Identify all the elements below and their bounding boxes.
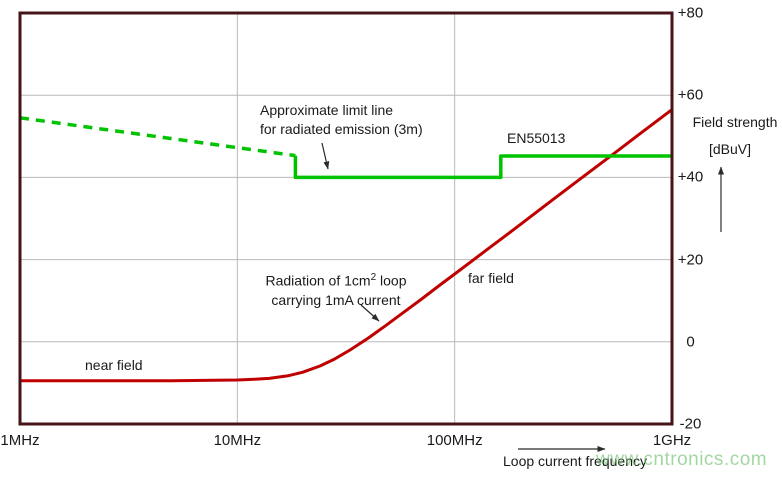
y-tick-label: -20: [679, 415, 702, 433]
x-tick-label: 100MHz: [426, 432, 483, 449]
far-field-label: far field: [468, 270, 514, 286]
y-tick-label: +40: [677, 168, 704, 186]
x-tick-label: 1MHz: [0, 432, 40, 449]
gridlines: [20, 13, 672, 424]
x-axis-title: Loop current frequency: [503, 453, 647, 469]
data-series: [19, 108, 673, 383]
limit-line-dashed: [19, 116, 296, 158]
near-field-label: near field: [85, 357, 143, 373]
en55013-label: EN55013: [507, 130, 566, 146]
y-tick-label: +80: [677, 4, 704, 22]
limit-line-solid: [293, 154, 672, 180]
y-tick-label: +60: [677, 86, 704, 104]
superscript-2: 2: [370, 272, 377, 283]
radiation-annotation-arrow: [360, 304, 380, 322]
x-tick-label: 1GHz: [652, 432, 692, 449]
limit-line-annotation: Approximate limit line for radiated emis…: [260, 101, 423, 139]
loop-radiation-curve: [20, 108, 673, 383]
limit-line-annotation-line1: Approximate limit line: [260, 102, 394, 118]
limit-line-annotation-arrow: [321, 142, 330, 170]
limit-line-annotation-line2: for radiated emission (3m): [260, 121, 423, 137]
watermark: www.cntronics.com: [596, 449, 768, 470]
y-tick-label: 0: [686, 333, 695, 351]
y-axis-unit: [dBuV]: [708, 141, 752, 157]
radiation-annotation-line1: Radiation of 1cm2 loop: [265, 272, 407, 289]
x-tick-label: 10MHz: [213, 432, 262, 449]
y-tick-label: +20: [677, 251, 704, 269]
y-axis-title: Field strength: [692, 114, 778, 130]
radiation-annotation: Radiation of 1cm2 loop carrying 1mA curr…: [250, 268, 422, 310]
radiation-annotation-line2: carrying 1mA current: [271, 291, 401, 308]
plot-border: [18, 11, 674, 426]
